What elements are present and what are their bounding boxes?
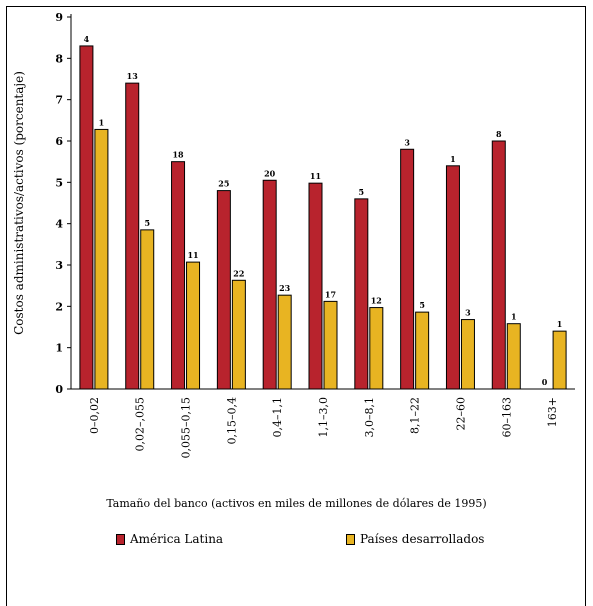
bar-data-label: 22 (233, 268, 244, 278)
bar-paises-desarrollados (186, 261, 201, 390)
bar-america-latina (308, 182, 323, 390)
bar-data-label: 20 (264, 168, 276, 178)
bar-data-label: 1 (511, 312, 517, 322)
bar-paises-desarrollados (369, 307, 384, 390)
y-tick-label: 0 (55, 383, 63, 396)
bar-data-label: 11 (187, 250, 198, 260)
y-tick-label: 6 (55, 135, 63, 148)
x-tick-label: 22–60 (454, 397, 467, 431)
bar-america-latina (354, 198, 369, 390)
bar-america-latina (216, 190, 231, 390)
x-tick-label: 163+ (546, 397, 559, 427)
bar-data-label: 3 (465, 308, 471, 318)
bar-paises-desarrollados (140, 229, 155, 390)
bar-paises-desarrollados (323, 300, 338, 390)
legend-item-america-latina: América Latina (116, 532, 223, 546)
bar-data-label: 5 (359, 187, 365, 197)
bar-data-label: 8 (496, 129, 502, 139)
bar-data-label: 23 (279, 283, 291, 293)
y-tick-label: 5 (55, 176, 63, 189)
bar-paises-desarrollados (277, 294, 292, 390)
x-tick-label: 60–163 (500, 397, 513, 438)
bar-data-label: 5 (419, 300, 425, 310)
bar-data-label: 5 (144, 218, 150, 228)
x-tick-label: 0–0,02 (88, 397, 101, 434)
bar-data-label: 1 (450, 154, 456, 164)
bar-america-latina (79, 45, 94, 390)
bar-data-label: 18 (172, 150, 184, 160)
x-tick-label: 0,4–1,1 (271, 397, 284, 438)
bar-data-label: 1 (557, 319, 563, 329)
y-tick-label: 4 (55, 218, 63, 231)
bar-data-label: 4 (84, 34, 90, 44)
x-tick-label: 0,02–,055 (134, 397, 147, 451)
bar-america-latina (262, 179, 277, 390)
bar-paises-desarrollados (552, 330, 567, 390)
x-tick-label: 0,15–0,4 (225, 397, 238, 445)
y-tick-label: 1 (55, 342, 63, 355)
bar-paises-desarrollados (94, 128, 109, 390)
bar-america-latina (125, 82, 140, 390)
bar-data-label: 25 (218, 179, 229, 189)
x-tick-label: 0,055–0,15 (180, 397, 193, 458)
x-tick-label: 8,1–22 (409, 397, 422, 434)
bar-data-label: 1 (99, 117, 105, 127)
bar-data-label: 3 (404, 137, 410, 147)
bar-data-label: 13 (127, 71, 139, 81)
bar-paises-desarrollados (506, 323, 521, 390)
bar-america-latina (491, 140, 506, 390)
legend-swatch-america-latina (116, 533, 125, 545)
legend-item-paises-desarrollados: Países desarrollados (346, 532, 484, 546)
bar-america-latina (445, 165, 460, 390)
bar-paises-desarrollados (231, 279, 246, 390)
x-tick-label: 1,1–3,0 (317, 397, 330, 438)
bar-paises-desarrollados (415, 311, 430, 390)
legend-label-paises-desarrollados: Países desarrollados (360, 532, 485, 546)
y-tick-label: 9 (55, 11, 63, 24)
bar-data-label: 12 (371, 296, 382, 306)
y-axis-title-group: Costos administrativos/activos (porcenta… (12, 71, 26, 335)
bar-chart: Costos administrativos/activos (porcenta… (12, 11, 575, 458)
y-axis-title: Costos administrativos/activos (porcenta… (12, 71, 26, 335)
bar-data-label: 11 (310, 171, 321, 181)
bar-america-latina (400, 148, 415, 390)
x-axis-title: Tamaño del banco (activos en miles de mi… (106, 497, 487, 510)
bar-paises-desarrollados (460, 319, 475, 390)
bar-america-latina (171, 161, 186, 390)
figure-frame (6, 6, 586, 606)
x-tick-label: 3,0–8,1 (363, 397, 376, 438)
bar-data-label: 17 (325, 289, 336, 299)
y-tick-label: 8 (55, 52, 63, 65)
y-tick-label: 3 (55, 259, 63, 272)
y-tick-label: 7 (55, 94, 63, 107)
y-tick-label: 2 (55, 300, 63, 313)
bar-data-label: 0 (542, 377, 548, 387)
legend-label-america-latina: América Latina (130, 532, 224, 546)
legend-swatch-paises-desarrollados (346, 533, 355, 545)
